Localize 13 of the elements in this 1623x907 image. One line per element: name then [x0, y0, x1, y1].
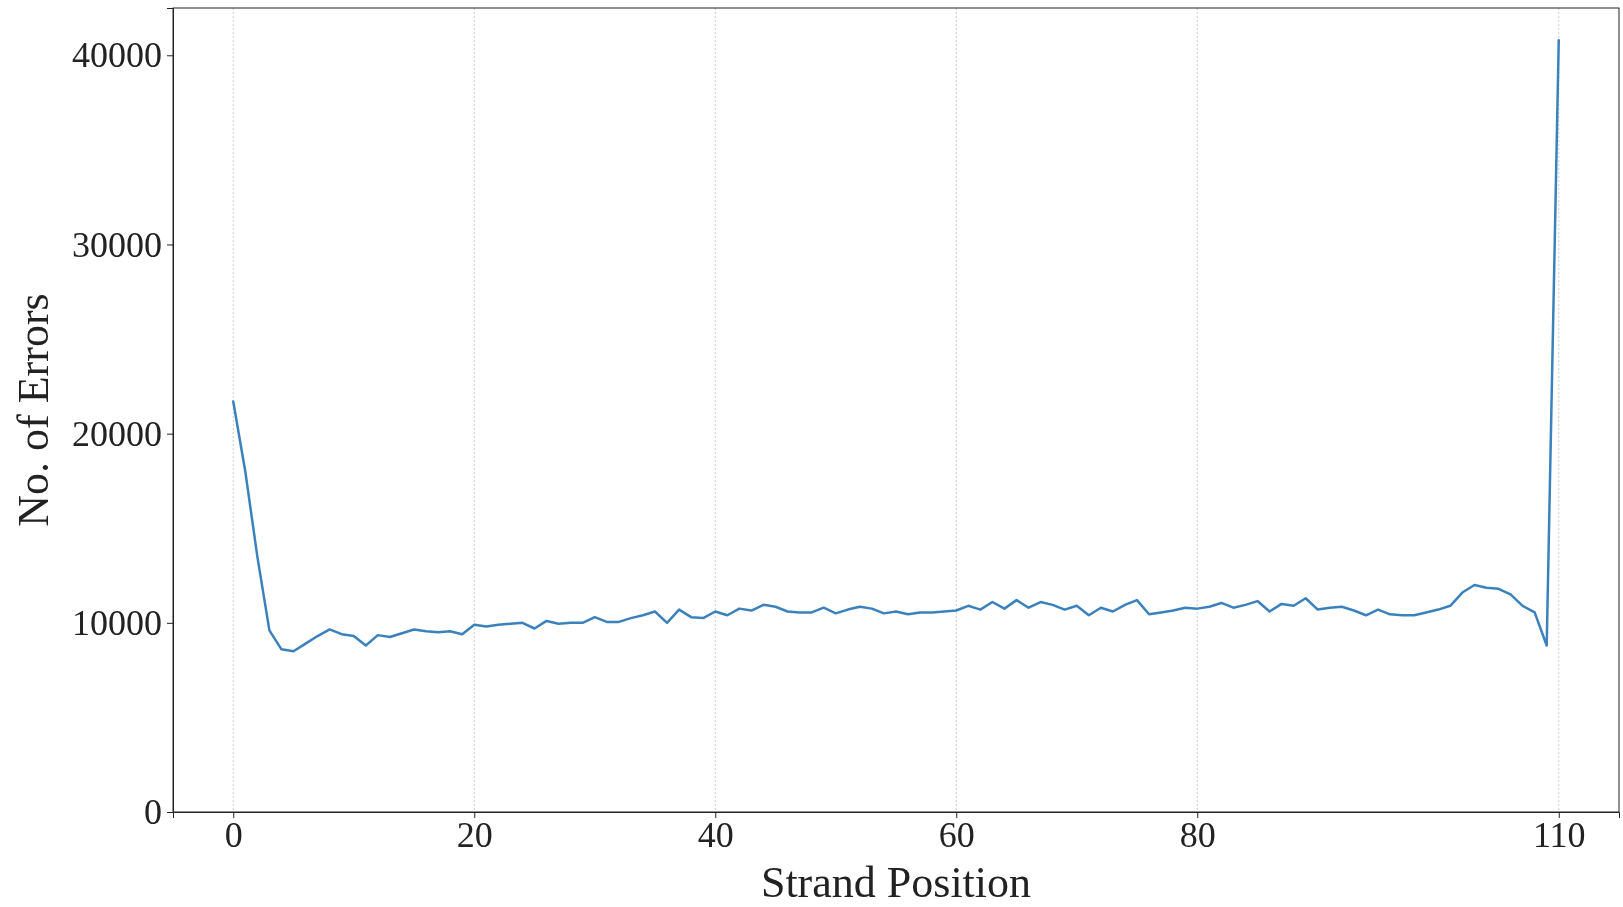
x-tick-label: 110	[1532, 814, 1586, 855]
x-tick-label: 0	[224, 814, 243, 855]
y-tick-label: 40000	[72, 35, 162, 76]
x-tick-label: 20	[456, 814, 493, 855]
y-tick-label: 20000	[72, 413, 162, 454]
x-tick-label: 80	[1179, 814, 1216, 855]
x-tick-label: 60	[938, 814, 975, 855]
x-axis-title: Strand Position	[760, 858, 1032, 907]
y-axis-title: No. of Errors	[9, 293, 58, 527]
line-series	[232, 38, 1560, 653]
x-tick-label: 40	[697, 814, 734, 855]
y-tick-label: 10000	[72, 602, 162, 643]
y-tick-label: 30000	[72, 224, 162, 265]
